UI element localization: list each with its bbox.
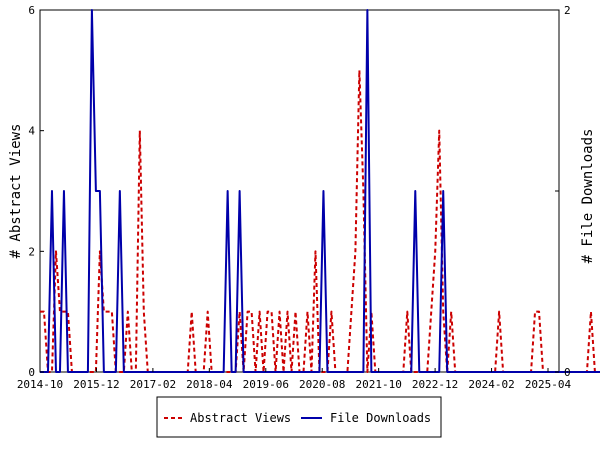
series-line-abstract-views — [40, 69, 600, 373]
x-tick-label: 2020-08 — [299, 378, 345, 391]
x-tick-label: 2024-02 — [468, 378, 514, 391]
y-left-tick-label: 6 — [28, 4, 35, 17]
y-left-tick-label: 2 — [28, 245, 35, 258]
y-axis-left-title: # Abstract Views — [8, 124, 24, 259]
y-axis-right-title: # File Downloads — [580, 129, 596, 264]
series-layer — [40, 9, 600, 373]
x-tick-label: 2018-04 — [186, 378, 233, 391]
legend-label-file-downloads: File Downloads — [330, 411, 431, 425]
axes-layer: 2014-10 2015-12 2017-02 2018-04 2019-06 2020-… — [17, 4, 572, 391]
x-tick-label: 2017-02 — [130, 378, 176, 391]
y-right-tick-label: 2 — [564, 4, 571, 17]
y-right-tick-label: 0 — [564, 366, 571, 379]
legend-label-abstract-views: Abstract Views — [190, 411, 291, 425]
x-tick-label: 2014-10 — [17, 378, 63, 391]
y-left-tick-label: 0 — [28, 366, 35, 379]
x-tick-label: 2021-10 — [355, 378, 401, 391]
legend: Abstract Views File Downloads — [156, 396, 442, 438]
y-left-tick-label: 4 — [28, 125, 35, 138]
x-tick-label: 2015-12 — [73, 378, 119, 391]
x-tick-label: 2019-06 — [243, 378, 289, 391]
x-tick-label: 2025-04 — [525, 378, 572, 391]
legend-box — [156, 396, 442, 438]
series-line-file-downloads — [40, 9, 600, 373]
x-tick-label: 2022-12 — [412, 378, 458, 391]
